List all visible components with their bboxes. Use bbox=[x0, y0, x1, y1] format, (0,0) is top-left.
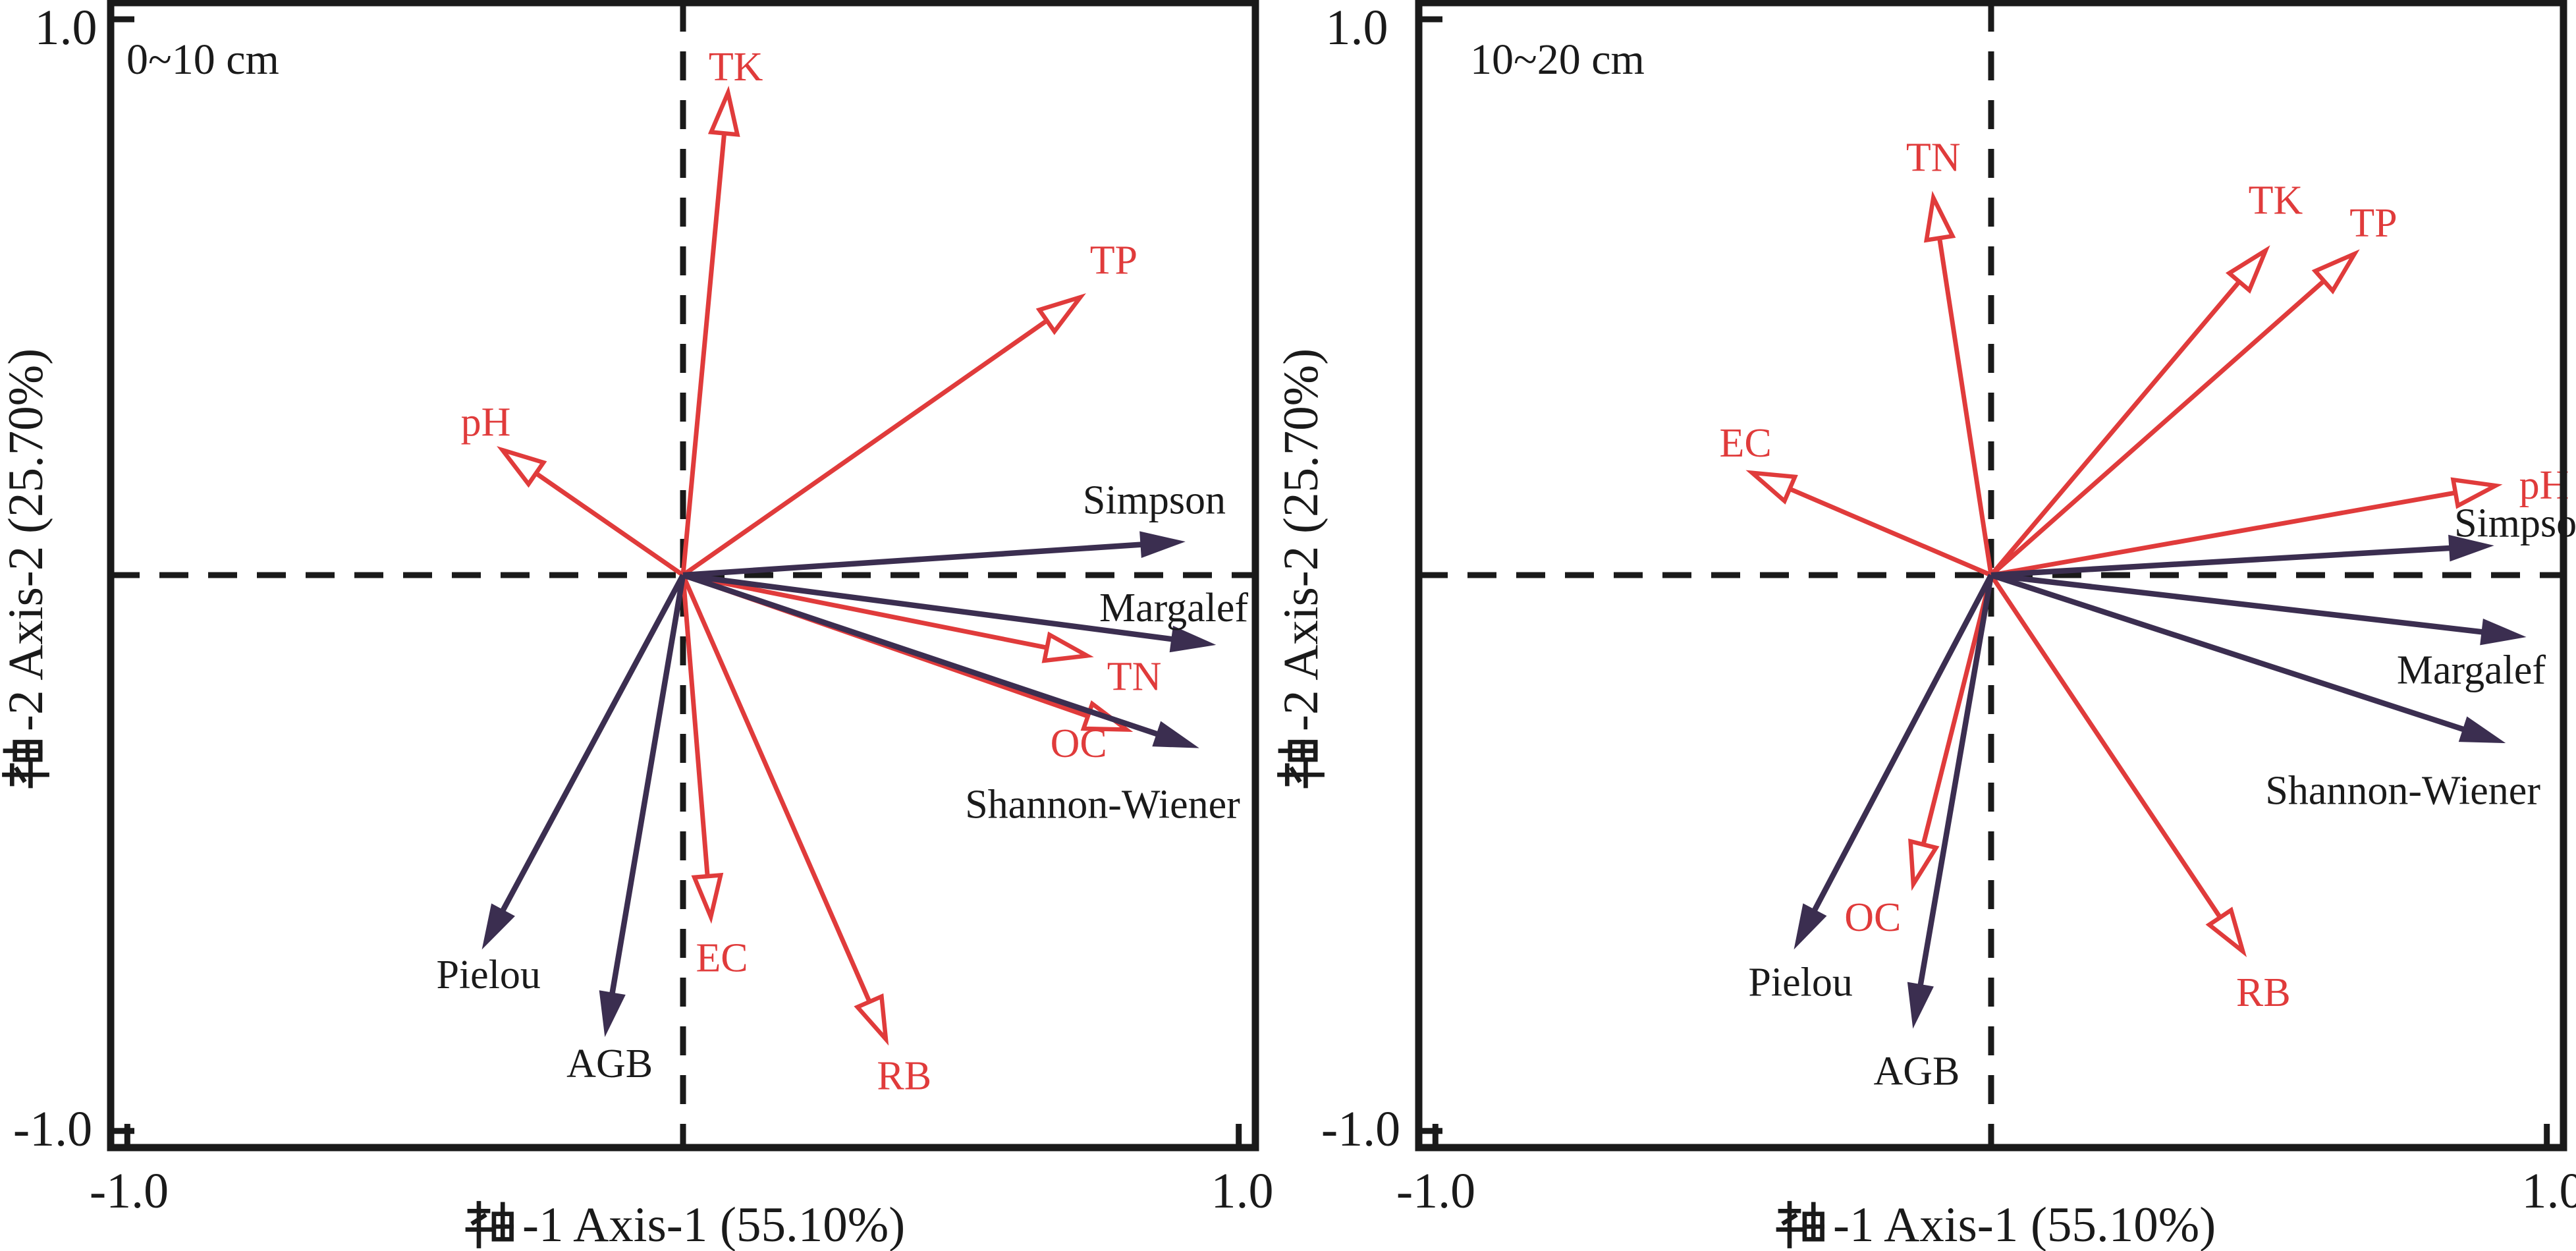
env-vector-TN bbox=[682, 572, 1094, 663]
panel-title: 10~20 cm bbox=[1470, 36, 1645, 84]
axis-ticks bbox=[114, 16, 1242, 1144]
zero-dashed-lines bbox=[111, 3, 1255, 1148]
env-vector-EC bbox=[680, 574, 724, 924]
cjk-axis-character bbox=[1776, 1201, 1824, 1248]
env-vector-label-TK: TK bbox=[2249, 179, 2303, 223]
diversity-vector-label-Simpson: Simpson bbox=[1083, 478, 1226, 522]
cjk-axis-character bbox=[1277, 740, 1325, 789]
x-axis-label: -1 Axis-1 (55.10%) bbox=[1776, 1198, 2216, 1251]
x-tick-label-max: 1.0 bbox=[1211, 1163, 1274, 1219]
env-vector-label-TN: TN bbox=[1107, 655, 1162, 700]
env-vector-TK bbox=[680, 86, 740, 576]
diversity-vector-Shannon-Wiener bbox=[1990, 572, 2506, 744]
diversity-vector-label-AGB: AGB bbox=[566, 1042, 653, 1086]
env-vector-OC bbox=[1908, 574, 1994, 891]
env-vector-TK bbox=[1989, 245, 2270, 577]
env-vector-label-TP: TP bbox=[2349, 201, 2397, 246]
env-vector-label-TP: TP bbox=[1090, 238, 1137, 283]
y-tick-label-max: 1.0 bbox=[35, 0, 97, 55]
env-vector-TN bbox=[1923, 190, 1994, 576]
y-tick-label-min: -1.0 bbox=[13, 1101, 92, 1157]
env-vector-label-pH: pH bbox=[461, 400, 511, 445]
diversity-vector-Pielou bbox=[1794, 574, 1994, 950]
diversity-vector-label-Simpson: Simpson bbox=[2454, 501, 2576, 546]
diversity-vector-label-Margalef: Margalef bbox=[1099, 586, 1248, 630]
diversity-vector-AGB bbox=[1907, 574, 1994, 1029]
x-axis-label: -1 Axis-1 (55.10%) bbox=[465, 1198, 905, 1251]
diversity-vector-label-Shannon-Wiener: Shannon-Wiener bbox=[2265, 769, 2540, 814]
env-vector-label-TK: TK bbox=[709, 45, 763, 90]
panel-10-20-cm: TNTKTPECpHOCRBSimpsonMargalefShannon-Wie… bbox=[1274, 0, 2576, 1251]
env-vector-pH bbox=[497, 446, 684, 577]
diversity-vector-Shannon-Wiener bbox=[682, 572, 1199, 748]
diversity-vector-label-Shannon-Wiener: Shannon-Wiener bbox=[965, 783, 1240, 827]
env-vector-label-RB: RB bbox=[877, 1053, 931, 1098]
x-axis-label-text: -1 Axis-1 (55.10%) bbox=[522, 1198, 905, 1251]
env-vector-label-OC: OC bbox=[1051, 721, 1107, 766]
diversity-vector-Simpson bbox=[1990, 534, 2494, 578]
diversity-vector-Margalef bbox=[682, 572, 1217, 653]
y-axis-label: -2 Axis-2 (25.70%) bbox=[0, 348, 53, 789]
env-vector-TP bbox=[1989, 249, 2360, 577]
x-tick-label-min: -1.0 bbox=[90, 1163, 169, 1219]
panel-title: 0~10 cm bbox=[126, 36, 279, 84]
panel-border bbox=[1415, 0, 2567, 1152]
env-vector-RB bbox=[1989, 574, 2247, 957]
env-vector-RB bbox=[680, 574, 889, 1046]
cjk-axis-character bbox=[465, 1201, 514, 1248]
env-vector-label-TN: TN bbox=[1906, 136, 1961, 181]
x-axis-label-text: -1 Axis-1 (55.10%) bbox=[1833, 1198, 2216, 1251]
diversity-vector-Margalef bbox=[1990, 572, 2527, 646]
diversity-vector-label-Pielou: Pielou bbox=[436, 953, 540, 997]
cjk-axis-character bbox=[2, 740, 49, 789]
y-tick-label-min: -1.0 bbox=[1321, 1101, 1400, 1157]
diversity-vector-AGB bbox=[599, 574, 686, 1038]
diversity-vector-label-Margalef: Margalef bbox=[2397, 648, 2546, 692]
env-vector-EC bbox=[1745, 470, 1992, 578]
x-tick-label-min: -1.0 bbox=[1396, 1163, 1475, 1219]
axis-ticks bbox=[1422, 16, 2550, 1144]
y-axis-label: -2 Axis-2 (25.70%) bbox=[1274, 348, 1329, 789]
env-vector-label-EC: EC bbox=[1719, 421, 1771, 466]
env-vector-label-OC: OC bbox=[1844, 895, 1901, 940]
y-axis-label-text: -2 Axis-2 (25.70%) bbox=[1274, 348, 1329, 731]
env-vector-label-RB: RB bbox=[2236, 970, 2291, 1015]
panel-border bbox=[107, 0, 1259, 1152]
diversity-vector-label-AGB: AGB bbox=[1873, 1049, 1959, 1094]
diversity-vector-Pielou bbox=[481, 573, 686, 950]
diversity-vector-label-Pielou: Pielou bbox=[1748, 960, 1852, 1005]
y-tick-label-max: 1.0 bbox=[1326, 0, 1388, 55]
x-tick-label-max: 1.0 bbox=[2522, 1163, 2576, 1219]
env-vector-TP bbox=[681, 293, 1086, 577]
zero-dashed-lines bbox=[1419, 3, 2563, 1148]
env-vector-pH bbox=[1990, 477, 2503, 578]
diversity-vector-Simpson bbox=[682, 531, 1186, 578]
env-vector-label-EC: EC bbox=[696, 935, 748, 980]
y-axis-label-text: -2 Axis-2 (25.70%) bbox=[0, 348, 53, 731]
